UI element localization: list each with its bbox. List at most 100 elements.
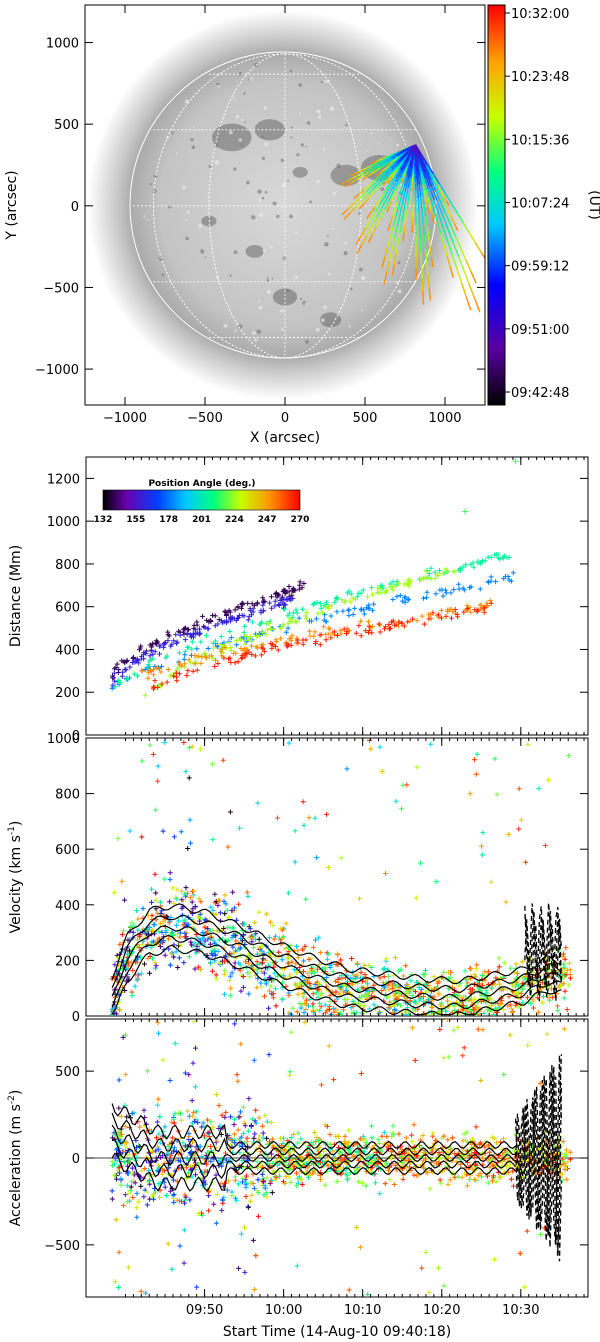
data-point [479, 558, 485, 564]
data-point [205, 1117, 211, 1123]
data-point [215, 902, 221, 908]
track-segment [425, 172, 433, 188]
data-point [479, 843, 485, 849]
track-segment [403, 160, 409, 170]
data-point [273, 1174, 279, 1180]
data-point [472, 1176, 478, 1182]
data-point [442, 587, 448, 593]
track-segment [433, 199, 440, 215]
track-segment [403, 175, 408, 187]
data-point [566, 982, 572, 988]
data-point [129, 992, 135, 998]
data-point [304, 616, 310, 622]
data-point [199, 654, 205, 660]
track-segment [368, 180, 375, 186]
granule [270, 245, 273, 249]
data-point [285, 960, 291, 966]
data-point [121, 659, 127, 665]
data-point [152, 965, 158, 971]
data-point [288, 616, 294, 622]
data-point [344, 1177, 350, 1183]
track-segment [426, 261, 429, 275]
data-point [317, 632, 323, 638]
data-point [145, 662, 151, 668]
data-point [272, 970, 278, 976]
granule [358, 212, 361, 215]
data-point [502, 960, 508, 966]
data-point [202, 625, 208, 631]
data-point [115, 669, 121, 675]
data-point [338, 855, 344, 861]
data-point [542, 843, 548, 849]
data-point [264, 911, 270, 917]
data-point [176, 671, 182, 677]
data-point [192, 903, 198, 909]
x-tick-label: 1000 [428, 411, 461, 426]
track-segment [393, 152, 400, 156]
granule [182, 185, 187, 190]
data-point [174, 922, 180, 928]
data-point [133, 908, 139, 914]
data-point [186, 954, 192, 960]
track-segment [396, 160, 403, 167]
x-tick-label: 0 [281, 411, 289, 426]
data-point [447, 1177, 453, 1183]
track-segment [384, 161, 390, 166]
data-point [232, 932, 238, 938]
granule [272, 201, 277, 206]
data-point [344, 984, 350, 990]
data-point [495, 552, 501, 558]
track-segment [432, 180, 438, 189]
data-point [177, 934, 183, 940]
track-segment [388, 158, 394, 163]
granule [331, 227, 335, 230]
pa-tick-label: 247 [258, 515, 277, 525]
data-point [259, 645, 265, 651]
track-segment [381, 257, 386, 268]
data-point [335, 979, 341, 985]
data-point [253, 631, 259, 637]
data-point [115, 1284, 121, 1290]
data-point [382, 1181, 388, 1187]
data-point [152, 960, 158, 966]
granule [299, 112, 301, 114]
data-point [268, 1119, 274, 1125]
granule [190, 137, 194, 142]
data-point [252, 1287, 258, 1293]
data-point [288, 1180, 294, 1186]
track-segment [445, 200, 450, 207]
granule [316, 179, 320, 184]
track-segment [389, 162, 396, 168]
track-segment [389, 226, 394, 238]
data-point [488, 996, 494, 1002]
data-point [192, 1084, 198, 1090]
data-point [508, 1005, 514, 1011]
track-segment [422, 222, 425, 236]
data-point [381, 974, 387, 980]
granule [263, 106, 268, 111]
data-point [159, 681, 165, 687]
data-point [462, 1155, 468, 1161]
data-point [428, 565, 434, 571]
data-point [304, 609, 310, 615]
data-point [314, 855, 320, 861]
data-point [349, 981, 355, 987]
data-point [331, 1077, 337, 1083]
data-point [212, 623, 218, 629]
data-point [516, 826, 522, 832]
data-point [129, 1111, 135, 1116]
data-point [257, 622, 263, 628]
track-segment [385, 158, 393, 163]
data-point [259, 1171, 265, 1177]
data-point [155, 1020, 161, 1026]
data-point [257, 961, 263, 967]
data-point [346, 1287, 352, 1293]
data-point [450, 1135, 456, 1141]
track-segment [395, 206, 400, 217]
data-point [252, 1131, 258, 1137]
data-point [428, 985, 434, 991]
data-point [452, 1007, 458, 1013]
data-point [195, 1120, 201, 1126]
data-point [312, 815, 318, 821]
data-point [394, 594, 400, 600]
